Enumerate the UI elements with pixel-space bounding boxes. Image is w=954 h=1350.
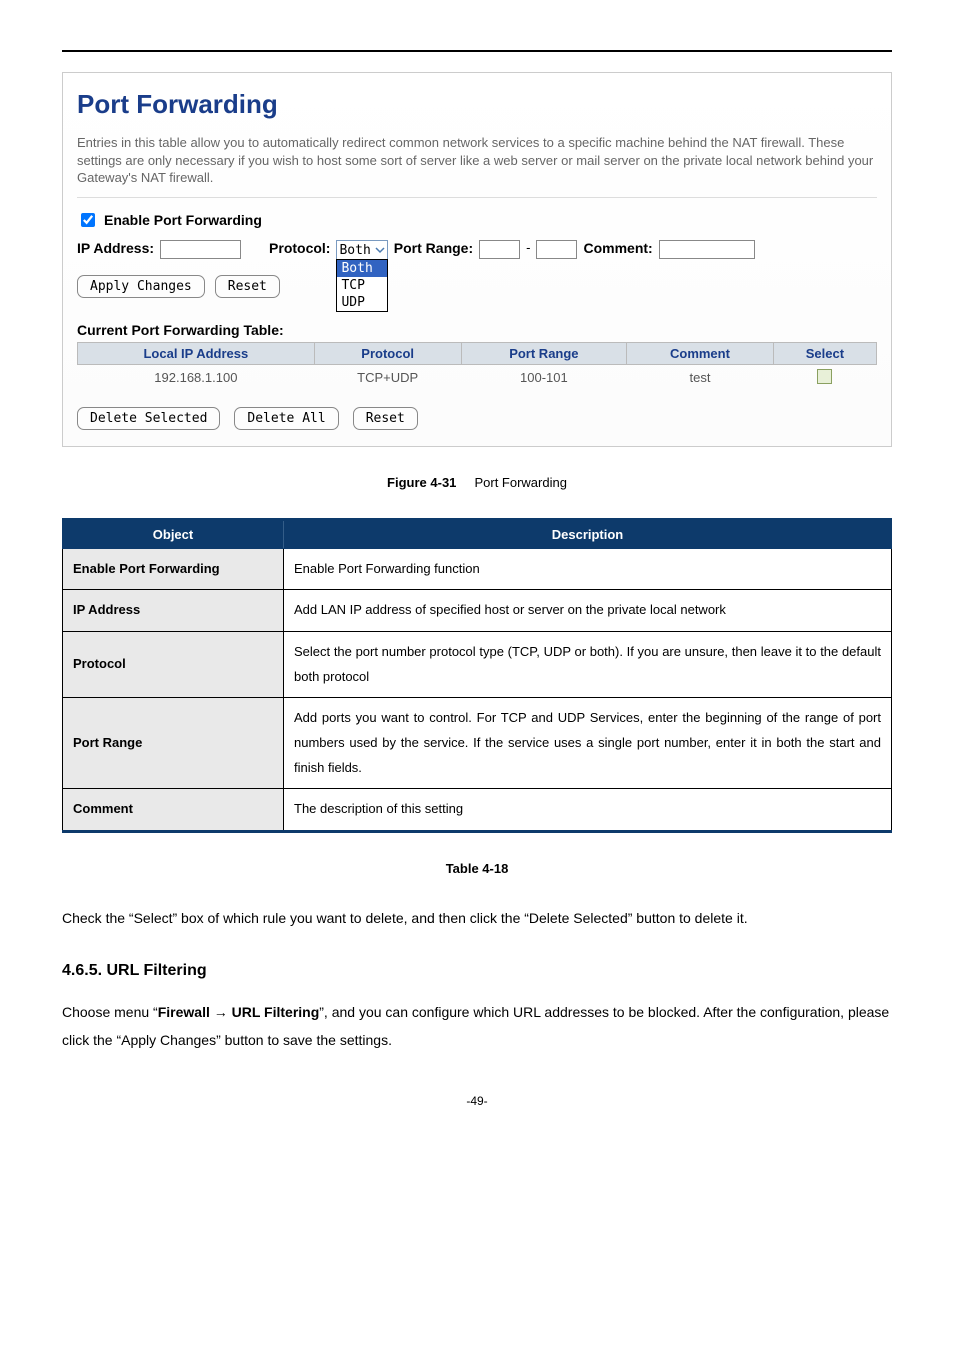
port-range-dash: - bbox=[526, 240, 530, 255]
protocol-select-wrap: Both Both TCP UDP bbox=[336, 240, 387, 261]
table-caption: Table 4-18 bbox=[62, 861, 892, 876]
desc-object: Port Range bbox=[63, 698, 284, 789]
paragraph-url-filtering: Choose menu “Firewall → URL Filtering”, … bbox=[62, 998, 892, 1054]
protocol-select[interactable]: Both bbox=[336, 240, 387, 261]
desc-row: Port Range Add ports you want to control… bbox=[63, 698, 892, 789]
reset-table-button[interactable]: Reset bbox=[353, 407, 418, 430]
table-caption-label: Table 4-18 bbox=[446, 861, 509, 876]
desc-row: Enable Port Forwarding Enable Port Forwa… bbox=[63, 548, 892, 590]
desc-row: Comment The description of this setting bbox=[63, 789, 892, 832]
protocol-label: Protocol: bbox=[269, 240, 330, 256]
col-comment: Comment bbox=[627, 342, 774, 364]
protocol-option-tcp[interactable]: TCP bbox=[337, 277, 387, 294]
comment-label: Comment: bbox=[583, 240, 652, 256]
desc-text: Select the port number protocol type (TC… bbox=[284, 632, 892, 698]
ip-address-label: IP Address: bbox=[77, 240, 154, 256]
row-select-checkbox[interactable] bbox=[817, 369, 832, 384]
panel-title: Port Forwarding bbox=[77, 89, 877, 120]
para2-pre: Choose menu “ bbox=[62, 1004, 158, 1020]
forwarding-table: Local IP Address Protocol Port Range Com… bbox=[77, 342, 877, 391]
desc-object: Protocol bbox=[63, 632, 284, 698]
cell-select bbox=[773, 364, 876, 391]
para2-bold: Firewall → URL Filtering bbox=[158, 1004, 320, 1020]
table-header-row: Local IP Address Protocol Port Range Com… bbox=[78, 342, 877, 364]
desc-row: IP Address Add LAN IP address of specifi… bbox=[63, 590, 892, 632]
col-protocol: Protocol bbox=[314, 342, 461, 364]
port-forwarding-panel: Port Forwarding Entries in this table al… bbox=[62, 72, 892, 447]
desc-row: Protocol Select the port number protocol… bbox=[63, 632, 892, 698]
desc-text: Add ports you want to control. For TCP a… bbox=[284, 698, 892, 789]
cell-protocol: TCP+UDP bbox=[314, 364, 461, 391]
port-range-label: Port Range: bbox=[394, 240, 473, 256]
button-row: Apply Changes Reset bbox=[77, 275, 877, 298]
ip-address-input[interactable] bbox=[160, 240, 241, 259]
comment-input[interactable] bbox=[659, 240, 755, 259]
enable-row: Enable Port Forwarding bbox=[77, 210, 877, 230]
section-heading: 4.6.5. URL Filtering bbox=[62, 962, 892, 980]
protocol-selected-value: Both bbox=[339, 243, 370, 258]
page-number: -49- bbox=[62, 1094, 892, 1108]
desc-object: Comment bbox=[63, 789, 284, 832]
apply-changes-button[interactable]: Apply Changes bbox=[77, 275, 205, 298]
port-range-end-input[interactable] bbox=[536, 240, 577, 259]
cell-comment: test bbox=[627, 364, 774, 391]
table-row: 192.168.1.100 TCP+UDP 100-101 test bbox=[78, 364, 877, 391]
protocol-option-both[interactable]: Both bbox=[337, 260, 387, 277]
description-table: Object Description Enable Port Forwardin… bbox=[62, 518, 892, 834]
desc-header-object: Object bbox=[63, 519, 284, 548]
cell-range: 100-101 bbox=[461, 364, 627, 391]
desc-object: Enable Port Forwarding bbox=[63, 548, 284, 590]
figure-caption: Figure 4-31 Port Forwarding bbox=[62, 475, 892, 490]
desc-text: Add LAN IP address of specified host or … bbox=[284, 590, 892, 632]
col-local-ip: Local IP Address bbox=[78, 342, 315, 364]
page: Port Forwarding Entries in this table al… bbox=[62, 50, 892, 1108]
delete-selected-button[interactable]: Delete Selected bbox=[77, 407, 220, 430]
panel-description: Entries in this table allow you to autom… bbox=[77, 134, 877, 198]
cell-ip: 192.168.1.100 bbox=[78, 364, 315, 391]
port-range-start-input[interactable] bbox=[479, 240, 520, 259]
chevron-down-icon bbox=[375, 245, 385, 255]
protocol-dropdown-list: Both TCP UDP bbox=[336, 259, 388, 312]
desc-header-row: Object Description bbox=[63, 519, 892, 548]
table-buttons: Delete Selected Delete All Reset bbox=[77, 407, 877, 430]
desc-text: Enable Port Forwarding function bbox=[284, 548, 892, 590]
enable-port-forwarding-label: Enable Port Forwarding bbox=[104, 212, 262, 228]
table-title: Current Port Forwarding Table: bbox=[77, 322, 877, 338]
col-select: Select bbox=[773, 342, 876, 364]
col-port-range: Port Range bbox=[461, 342, 627, 364]
figure-title: Port Forwarding bbox=[474, 475, 566, 490]
reset-button[interactable]: Reset bbox=[215, 275, 280, 298]
paragraph-delete-info: Check the “Select” box of which rule you… bbox=[62, 904, 892, 932]
top-rule bbox=[62, 50, 892, 52]
protocol-option-udp[interactable]: UDP bbox=[337, 294, 387, 311]
form-row: IP Address: Protocol: Both Both TCP UDP … bbox=[77, 240, 877, 261]
desc-object: IP Address bbox=[63, 590, 284, 632]
figure-label: Figure 4-31 bbox=[387, 475, 456, 490]
enable-port-forwarding-checkbox[interactable] bbox=[81, 213, 95, 227]
desc-header-description: Description bbox=[284, 519, 892, 548]
desc-text: The description of this setting bbox=[284, 789, 892, 832]
delete-all-button[interactable]: Delete All bbox=[234, 407, 338, 430]
